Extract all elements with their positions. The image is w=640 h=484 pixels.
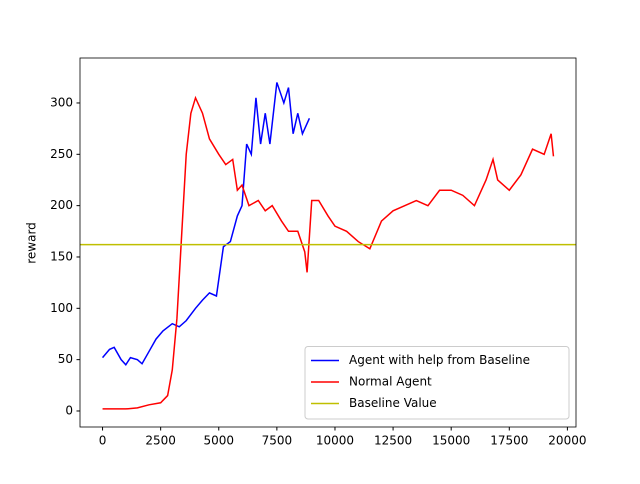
series-line	[101, 82, 311, 367]
y-tick-label: 150	[50, 249, 73, 263]
x-tick-label: 7500	[262, 434, 293, 448]
x-tick-label: 12500	[374, 434, 412, 448]
y-tick-label: 250	[50, 147, 73, 161]
y-axis-label: reward	[25, 222, 39, 264]
legend-label: Agent with help from Baseline	[349, 353, 530, 367]
x-tick-label: 2500	[145, 434, 176, 448]
x-tick-label: 20000	[548, 434, 586, 448]
series-line	[102, 95, 555, 410]
x-tick-label: 0	[99, 434, 107, 448]
legend-label: Baseline Value	[349, 396, 437, 410]
y-tick-label: 300	[50, 95, 73, 109]
x-tick-label: 17500	[490, 434, 528, 448]
y-tick-label: 100	[50, 301, 73, 315]
y-tick-label: 50	[58, 352, 73, 366]
x-tick-label: 10000	[316, 434, 354, 448]
x-tick-label: 15000	[432, 434, 470, 448]
legend-box	[304, 346, 570, 420]
x-tick-label: 5000	[203, 434, 234, 448]
legend-label: Normal Agent	[349, 375, 432, 389]
y-tick-label: 200	[50, 198, 73, 212]
axes-frame	[79, 57, 577, 428]
y-tick-label: 0	[65, 403, 73, 417]
